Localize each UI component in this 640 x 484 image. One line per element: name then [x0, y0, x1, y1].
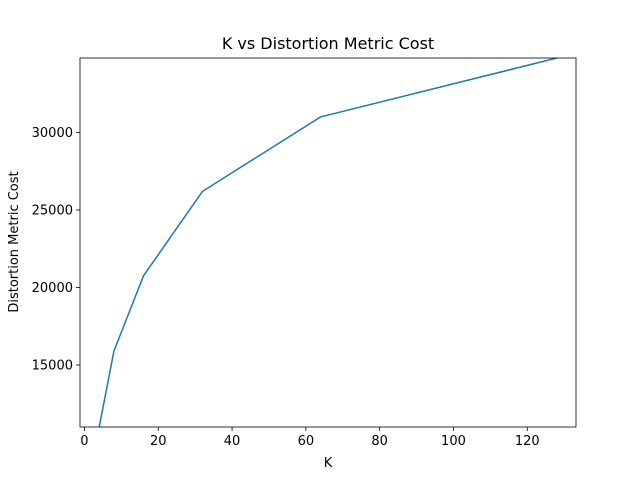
x-tick-label: 120	[515, 434, 540, 449]
y-axis-label: Distortion Metric Cost	[7, 171, 22, 312]
x-tick-label: 80	[371, 434, 388, 449]
x-axis-label: K	[324, 456, 333, 471]
y-tick-label: 30000	[32, 126, 73, 141]
y-axis-ticks: 15000 20000 25000 30000	[32, 126, 80, 373]
plot-frame	[79, 57, 577, 428]
x-tick-label: 60	[298, 434, 315, 449]
y-tick-label: 25000	[32, 203, 73, 218]
x-tick-label: 100	[441, 434, 466, 449]
x-tick-label: 0	[80, 434, 88, 449]
series-line-0	[98, 58, 557, 427]
x-tick-label: 20	[150, 434, 167, 449]
x-tick-label: 40	[224, 434, 241, 449]
y-tick-label: 15000	[32, 358, 73, 373]
chart-title: K vs Distortion Metric Cost	[222, 34, 434, 53]
y-tick-label: 20000	[32, 281, 73, 296]
plot-area	[79, 57, 577, 428]
x-axis-ticks: 0 20 40 60 80 100 120	[80, 427, 540, 449]
